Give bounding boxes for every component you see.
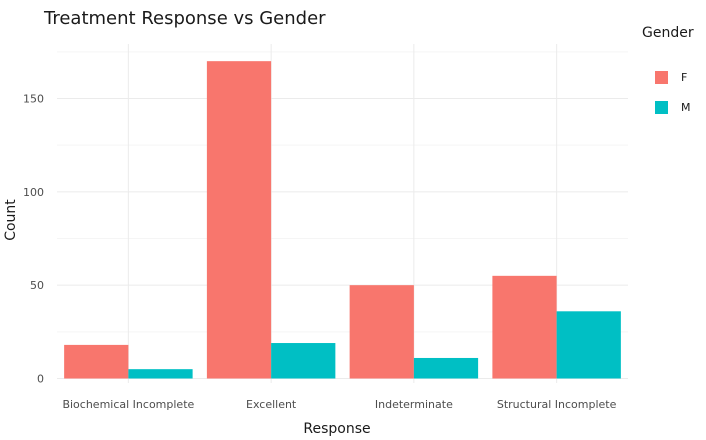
y-tick-label: 50 bbox=[30, 279, 44, 292]
bar-m-3 bbox=[413, 357, 479, 379]
legend-key-f bbox=[655, 71, 668, 84]
bar-m-2 bbox=[271, 343, 336, 379]
x-tick-label: Excellent bbox=[246, 398, 297, 411]
y-tick-label: 0 bbox=[37, 373, 44, 386]
bar-m-4 bbox=[556, 311, 621, 379]
x-axis-title: Response bbox=[303, 421, 370, 436]
x-tick-label: Indeterminate bbox=[375, 398, 453, 411]
grid bbox=[57, 44, 628, 383]
x-tick-label: Biochemical Incomplete bbox=[62, 398, 194, 411]
legend-label: M bbox=[681, 101, 691, 114]
legend-title: Gender bbox=[642, 25, 694, 41]
legend-label: F bbox=[681, 71, 687, 84]
bar-f-1 bbox=[64, 344, 129, 379]
y-axis-title: Count bbox=[3, 199, 19, 241]
y-tick-label: 100 bbox=[23, 186, 44, 199]
bar-f-2 bbox=[206, 61, 272, 379]
y-tick-label: 150 bbox=[23, 93, 44, 106]
x-tick-label: Structural Incomplete bbox=[497, 398, 617, 411]
legend: Gender F M bbox=[642, 25, 694, 114]
chart-title: Treatment Response vs Gender bbox=[43, 8, 326, 29]
y-axis-ticks: 0 50 100 150 bbox=[23, 93, 44, 386]
bar-f-4 bbox=[492, 275, 557, 379]
bar-m-1 bbox=[128, 369, 193, 379]
bars bbox=[64, 61, 621, 379]
x-axis-ticks: Biochemical Incomplete Excellent Indetermi… bbox=[62, 398, 616, 411]
bar-f-3 bbox=[349, 285, 414, 379]
legend-key-m bbox=[655, 101, 668, 114]
